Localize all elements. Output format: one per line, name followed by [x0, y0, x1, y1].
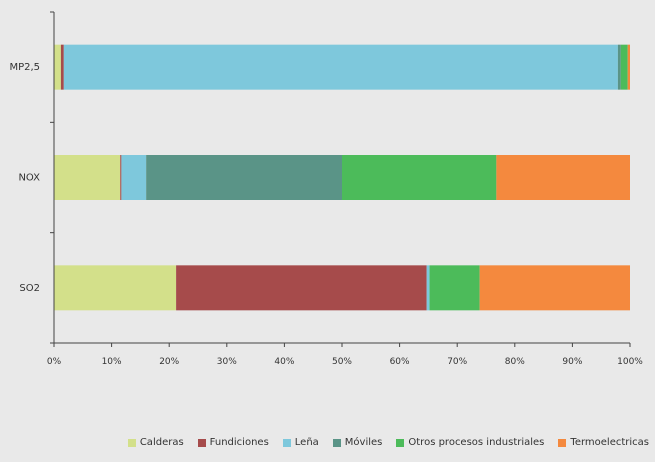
- category-ticks: MP2,5 NOX SO2: [9, 11, 54, 344]
- bar-segment-2-0: [54, 265, 177, 311]
- legend-swatch: [332, 438, 341, 447]
- legend-swatch: [396, 438, 405, 447]
- x-tick-label: 40%: [274, 357, 294, 367]
- bars-layer: [54, 44, 630, 311]
- legend-item: Fundiciones: [197, 437, 269, 448]
- legend-label: Otros procesos industriales: [408, 437, 545, 448]
- legend-item: Termoelectricas: [558, 437, 649, 448]
- bar-segment-0-2: [63, 44, 618, 90]
- x-tick-label: 60%: [390, 357, 410, 367]
- x-tick-label: 80%: [505, 357, 525, 367]
- bar-segment-0-4: [620, 44, 628, 90]
- x-tick-label: 0%: [47, 357, 62, 367]
- legend-swatch: [282, 438, 291, 447]
- legend-item: Móviles: [332, 437, 383, 448]
- legend-label: Termoelectricas: [570, 437, 649, 448]
- legend-swatch: [558, 438, 567, 447]
- bar-segment-1-2: [121, 155, 147, 200]
- category-label: NOX: [18, 173, 40, 184]
- bar-segment-1-4: [342, 155, 497, 200]
- legend-item: Otros procesos industriales: [396, 437, 544, 448]
- category-label: MP2,5: [9, 62, 40, 73]
- legend-label: Calderas: [139, 437, 184, 448]
- x-tick-label: 30%: [217, 357, 237, 367]
- legend-item: Leña: [282, 437, 319, 448]
- x-axis-ticks: 0% 10% 20% 30% 40% 50% 60% 70% 80% 90% 100%: [47, 343, 643, 367]
- legend: Calderas Fundiciones Leña Móviles Otros proc…: [127, 437, 649, 448]
- x-tick-label: 10%: [102, 357, 122, 367]
- bar-segment-0-3: [617, 44, 621, 90]
- bar-segment-2-2: [426, 265, 430, 311]
- x-tick-label: 90%: [562, 357, 582, 367]
- bar-segment-0-1: [60, 44, 64, 90]
- legend-item: Calderas: [127, 437, 184, 448]
- bar-segment-2-1: [176, 265, 427, 311]
- bar-segment-1-3: [146, 155, 342, 200]
- legend-label: Fundiciones: [209, 437, 269, 448]
- x-tick-label: 20%: [159, 357, 179, 367]
- bar-segment-0-0: [54, 44, 61, 90]
- bar-segment-0-5: [627, 44, 630, 90]
- bar-segment-1-1: [120, 155, 122, 200]
- category-label: SO2: [19, 283, 40, 294]
- x-tick-label: 50%: [332, 357, 352, 367]
- bar-segment-2-4: [429, 265, 480, 311]
- legend-label: Móviles: [344, 437, 383, 448]
- bar-segment-1-5: [496, 155, 630, 200]
- legend-label: Leña: [294, 437, 319, 448]
- x-tick-label: 70%: [447, 357, 467, 367]
- legend-swatch: [197, 438, 206, 447]
- bar-segment-1-0: [54, 155, 121, 200]
- x-tick-label: 100%: [617, 357, 643, 367]
- legend-swatch: [127, 438, 136, 447]
- bar-segment-2-5: [479, 265, 630, 311]
